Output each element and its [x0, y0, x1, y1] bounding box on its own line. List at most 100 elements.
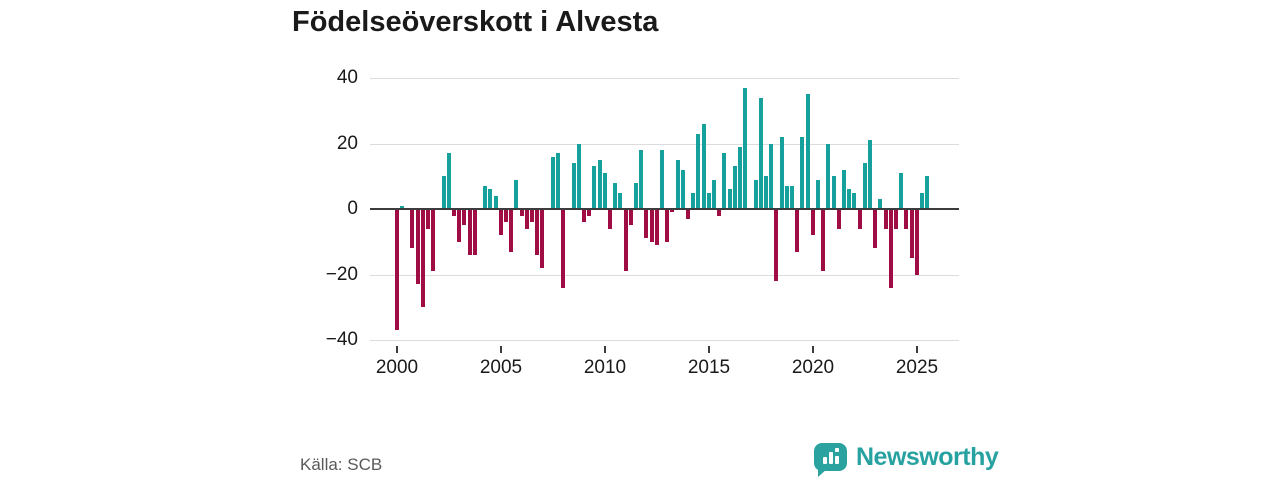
data-bar — [576, 143, 581, 209]
data-bar — [555, 153, 561, 209]
data-bar — [784, 186, 789, 209]
data-bar — [467, 209, 472, 255]
data-bar — [878, 199, 883, 209]
data-bar — [670, 209, 675, 213]
chart-title: Födelseöverskott i Alvesta — [292, 6, 659, 38]
data-bar — [633, 182, 639, 209]
x-axis-tick-label: 2000 — [375, 357, 419, 378]
data-bar — [691, 192, 696, 209]
speech-bubble-tail — [818, 469, 827, 477]
data-bar — [581, 209, 587, 223]
data-bar — [789, 186, 795, 209]
data-bar — [618, 192, 623, 209]
data-bar — [914, 209, 919, 275]
data-bar — [831, 176, 836, 209]
data-bar — [441, 176, 446, 209]
data-bar — [758, 97, 763, 209]
data-bar — [795, 209, 800, 252]
data-bar — [550, 156, 555, 209]
data-bar — [769, 143, 774, 209]
data-bar — [675, 159, 680, 209]
data-bar — [529, 209, 535, 223]
data-bar — [457, 209, 462, 242]
data-bar — [597, 159, 602, 209]
x-axis-tick-mark — [708, 346, 710, 353]
data-bar — [462, 209, 467, 226]
data-bar — [561, 209, 566, 288]
data-bar — [488, 189, 493, 209]
data-bar — [711, 179, 717, 209]
data-bar — [493, 195, 498, 209]
data-bar — [867, 140, 873, 209]
data-bar — [743, 87, 748, 209]
y-axis-tick-label: −20 — [325, 263, 358, 285]
data-bar — [727, 189, 732, 209]
data-bar — [420, 209, 425, 308]
data-bar — [893, 209, 899, 229]
x-axis-tick-mark — [396, 346, 398, 353]
data-bar — [639, 150, 644, 209]
data-bar — [509, 209, 514, 252]
x-axis-tick-label: 2020 — [791, 357, 835, 378]
data-bar — [472, 209, 477, 255]
data-bar — [415, 209, 420, 285]
logo-chart-bar — [835, 456, 839, 464]
data-bar — [514, 179, 519, 209]
x-axis-tick-mark — [916, 346, 918, 353]
gridline-y-40 — [370, 78, 959, 79]
data-bar — [805, 94, 810, 209]
data-bar — [836, 209, 841, 229]
y-axis-tick-label: 20 — [336, 132, 358, 154]
gridline-y-20 — [370, 143, 959, 145]
data-bar — [503, 209, 509, 223]
data-bar — [753, 179, 758, 209]
newsworthy-logo[interactable]: Newsworthy — [812, 441, 1002, 477]
data-bar — [701, 123, 706, 209]
data-bar — [779, 136, 784, 209]
x-axis-tick-mark — [812, 346, 814, 353]
data-bar — [847, 189, 852, 209]
x-axis-tick-mark — [604, 346, 606, 353]
data-bar — [717, 209, 722, 216]
data-bar — [873, 209, 878, 249]
data-bar — [446, 153, 451, 209]
data-bar — [535, 209, 540, 255]
data-bar — [774, 209, 779, 282]
logo-chart-bar — [829, 452, 833, 464]
data-bar — [451, 209, 457, 216]
data-bar — [852, 192, 857, 209]
speech-bubble-bar-chart-icon — [814, 443, 847, 471]
data-bar — [628, 209, 633, 226]
x-axis-tick-label: 2005 — [479, 357, 523, 378]
data-bar — [571, 163, 576, 209]
data-bar — [862, 163, 867, 209]
data-bar — [399, 205, 405, 209]
data-bar — [649, 209, 654, 242]
data-bar — [425, 209, 431, 229]
data-bar — [909, 209, 914, 259]
data-bar — [841, 169, 847, 209]
data-bar — [800, 136, 805, 209]
data-bar — [519, 209, 524, 216]
x-axis-tick-mark — [500, 346, 502, 353]
data-bar — [644, 209, 649, 239]
data-bar — [623, 209, 628, 272]
data-bar — [826, 143, 831, 209]
source-attribution: Källa: SCB — [300, 455, 383, 474]
data-bar — [431, 209, 436, 272]
data-bar — [394, 209, 399, 331]
data-bar — [763, 176, 769, 209]
gridline-y--40 — [370, 340, 959, 341]
data-bar — [613, 182, 618, 209]
logo-chart-bar — [823, 457, 827, 464]
data-bar — [706, 192, 711, 209]
data-bar — [821, 209, 826, 272]
x-axis-tick-label: 2025 — [895, 357, 939, 378]
data-bar — [602, 172, 607, 209]
data-bar — [919, 192, 925, 209]
data-bar — [483, 186, 488, 209]
data-bar — [524, 209, 529, 229]
data-bar — [810, 209, 815, 236]
